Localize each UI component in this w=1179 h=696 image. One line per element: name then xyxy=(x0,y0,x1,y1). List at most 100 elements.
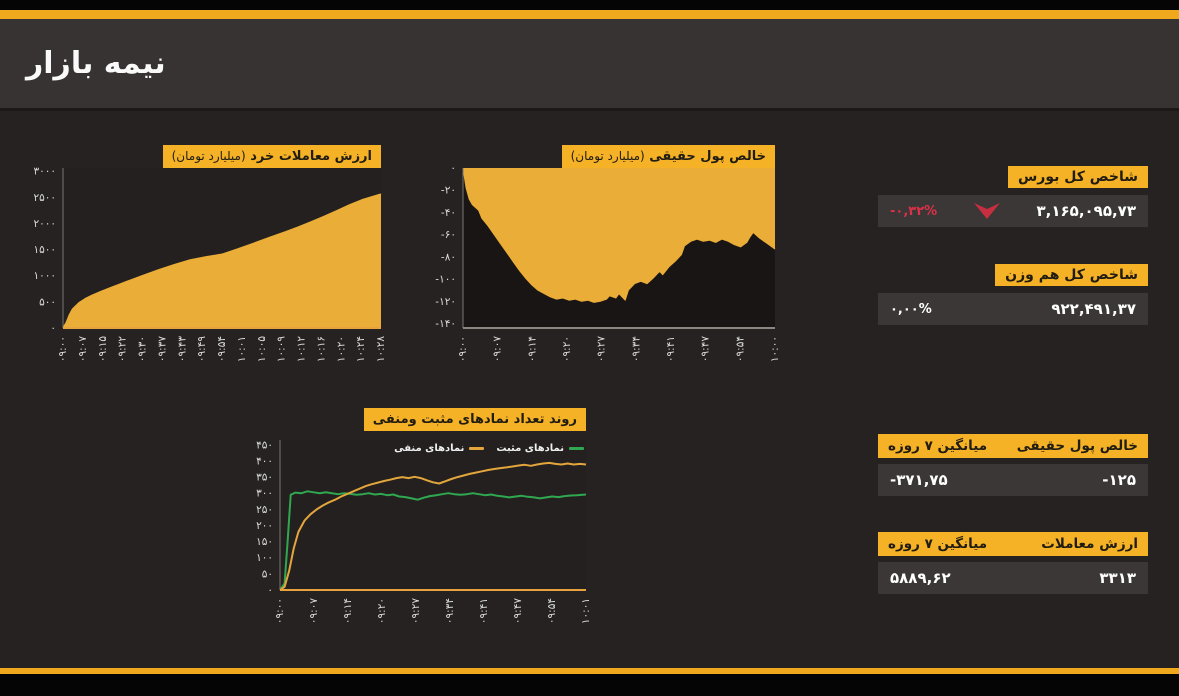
svg-text:۳۵۰: ۳۵۰ xyxy=(256,472,273,484)
svg-text:۲۰۰: ۲۰۰ xyxy=(256,520,273,532)
chart-title: خالص پول حقیقی xyxy=(649,149,766,164)
index-value: ۹۲۲,۴۹۱,۳۷ xyxy=(1051,300,1136,318)
svg-text:۰۹:۰۷: ۰۹:۰۷ xyxy=(308,598,320,624)
chart-canvas: ۰ ۵۰۰ ۱۰۰۰ ۱۵۰۰ ۲۰۰۰ ۲۵۰۰ ۳۰۰۰ ۰۹:۰۰ ۰۹:۰۷ ۰۹:۱۵ ۰… xyxy=(33,166,387,362)
svg-text:۱۰:۰۰: ۱۰:۰۰ xyxy=(769,336,781,362)
svg-text:۱۵۰: ۱۵۰ xyxy=(256,536,273,548)
svg-text:-۴۰: -۴۰ xyxy=(441,207,456,219)
svg-text:۴۰۰: ۴۰۰ xyxy=(256,456,273,468)
svg-text:۲۰۰۰: ۲۰۰۰ xyxy=(33,218,56,230)
chart-symbols-trend: روند تعداد نمادهای مثبت ومنفی ۰ ۵۰ ۱۰۰ ۱۵۰ ۲… xyxy=(246,405,598,650)
svg-text:۵۰: ۵۰ xyxy=(262,568,273,580)
svg-text:۰۹:۳۴: ۰۹:۳۴ xyxy=(630,336,642,362)
card-title: خالص پول حقیقی xyxy=(1016,438,1138,454)
card-value-bar: -۱۲۵ -۳۷۱,۷۵ xyxy=(878,464,1148,496)
svg-text:۱۰:۱۶: ۱۰:۱۶ xyxy=(315,336,327,362)
bottom-black-band xyxy=(0,674,1179,696)
svg-text:۰۹:۰۷: ۰۹:۰۷ xyxy=(492,336,504,362)
card-value-bar: ۳,۱۶۵,۰۹۵,۷۳ -۰,۳۲% xyxy=(878,195,1148,227)
svg-text:۰۹:۵۴: ۰۹:۵۴ xyxy=(546,598,558,624)
svg-text:۰۹:۲۷: ۰۹:۲۷ xyxy=(596,336,608,362)
card-value-bar: ۳۳۱۳ ۵۸۸۹,۶۲ xyxy=(878,562,1148,594)
legend-label: نمادهای منفی xyxy=(394,443,465,454)
svg-text:۰۹:۳۰: ۰۹:۳۰ xyxy=(137,336,149,362)
chart-title-badge: خالص پول حقیقی (میلیارد تومان) xyxy=(561,145,775,168)
svg-text:۱۰:۰۵: ۱۰:۰۵ xyxy=(256,336,268,362)
svg-text:۰۹:۰۰: ۰۹:۰۰ xyxy=(57,336,69,362)
chart-retail-trade-value: ارزش معاملات خرد (میلیارد تومان) ۰ ۵۰۰ ۱۰۰… xyxy=(30,140,392,390)
svg-text:۰: ۰ xyxy=(50,323,56,335)
svg-text:۱۰:۰۹: ۱۰:۰۹ xyxy=(276,336,288,362)
svg-text:۳۰۰: ۳۰۰ xyxy=(256,488,273,500)
svg-text:-۱۴۰: -۱۴۰ xyxy=(435,318,456,330)
svg-text:۱۰:۲۸: ۱۰:۲۸ xyxy=(375,336,387,362)
index-change: -۰,۳۲% xyxy=(890,203,938,219)
current-value: ۳۳۱۳ xyxy=(1099,569,1136,587)
svg-text:۰۹:۰۷: ۰۹:۰۷ xyxy=(77,336,89,362)
svg-text:۱۵۰۰: ۱۵۰۰ xyxy=(33,244,56,256)
current-value: -۱۲۵ xyxy=(1102,471,1136,489)
svg-text:۲۵۰: ۲۵۰ xyxy=(256,504,273,516)
svg-text:۱۰۰۰: ۱۰۰۰ xyxy=(33,270,56,282)
card-title: ارزش معاملات xyxy=(1041,536,1138,552)
card-net-real-money: خالص پول حقیقی میانگین ۷ روزه -۱۲۵ -۳۷۱,… xyxy=(878,434,1148,496)
svg-text:۱۰:۲۰: ۱۰:۲۰ xyxy=(335,336,347,362)
svg-text:۰۹:۰۰: ۰۹:۰۰ xyxy=(274,598,286,624)
svg-text:-۱۲۰: -۱۲۰ xyxy=(435,296,456,308)
svg-text:۰۹:۲۰: ۰۹:۲۰ xyxy=(376,598,388,624)
svg-text:-۸۰: -۸۰ xyxy=(441,251,456,263)
legend-label: نمادهای مثبت xyxy=(496,443,564,454)
card-header: خالص پول حقیقی میانگین ۷ روزه xyxy=(878,434,1148,458)
card-trade-value: ارزش معاملات میانگین ۷ روزه ۳۳۱۳ ۵۸۸۹,۶۲ xyxy=(878,532,1148,594)
svg-text:۰: ۰ xyxy=(450,166,456,175)
chart-legend: نمادهای مثبت نمادهای منفی xyxy=(394,443,584,454)
svg-text:۱۰:۲۴: ۱۰:۲۴ xyxy=(355,336,367,362)
chart-title-badge: روند تعداد نمادهای مثبت ومنفی xyxy=(363,408,586,431)
card-title-badge: شاخص کل بورس xyxy=(1007,166,1148,188)
chart-canvas: ۰ ۵۰ ۱۰۰ ۱۵۰ ۲۰۰ ۲۵۰ ۳۰۰ ۳۵۰ ۴۰۰ ۴۵۰ ۰۹:۰۰ ۰۹:۰۷ ۰۹:… xyxy=(256,439,592,624)
svg-text:۰۹:۴۱: ۰۹:۴۱ xyxy=(478,598,490,624)
svg-text:۱۰۰: ۱۰۰ xyxy=(256,552,273,564)
header-bar: نیمه بازار xyxy=(0,19,1179,111)
svg-text:۱۰:۰۱: ۱۰:۰۱ xyxy=(580,598,592,624)
legend-item-negative: نمادهای منفی xyxy=(394,443,485,454)
top-accent-stripe xyxy=(0,10,1179,19)
negative-line-swatch xyxy=(469,447,485,450)
top-black-band xyxy=(0,0,1179,10)
svg-text:۰۹:۰۰: ۰۹:۰۰ xyxy=(457,336,469,362)
svg-text:۰۹:۴۷: ۰۹:۴۷ xyxy=(700,336,712,362)
svg-text:۰۹:۲۷: ۰۹:۲۷ xyxy=(410,598,422,624)
index-value: ۳,۱۶۵,۰۹۵,۷۳ xyxy=(1036,202,1137,220)
index-change: ۰,۰۰% xyxy=(890,301,932,317)
chart-net-real-money: خالص پول حقیقی (میلیارد تومان) ۰ -۲۰ -۴۰ -۶… xyxy=(432,140,782,390)
svg-text:۰۹:۱۵: ۰۹:۱۵ xyxy=(97,336,109,362)
svg-text:۰۹:۳۷: ۰۹:۳۷ xyxy=(156,336,168,362)
svg-text:۳۰۰۰: ۳۰۰۰ xyxy=(33,166,56,178)
legend-item-positive: نمادهای مثبت xyxy=(496,443,584,454)
svg-text:۰۹:۵۴: ۰۹:۵۴ xyxy=(216,336,228,362)
svg-text:۱۰:۱۲: ۱۰:۱۲ xyxy=(296,336,308,362)
card-total-index: شاخص کل بورس ۳,۱۶۵,۰۹۵,۷۳ -۰,۳۲% xyxy=(878,166,1148,227)
average-value: ۵۸۸۹,۶۲ xyxy=(890,569,951,587)
svg-text:۰۹:۵۴: ۰۹:۵۴ xyxy=(734,336,746,362)
card-subtitle: میانگین ۷ روزه xyxy=(888,536,988,552)
svg-text:۰۹:۴۳: ۰۹:۴۳ xyxy=(176,336,188,362)
svg-text:۰۹:۱۴: ۰۹:۱۴ xyxy=(342,598,354,624)
chart-title: روند تعداد نمادهای مثبت ومنفی xyxy=(372,412,577,427)
svg-text:۰۹:۲۲: ۰۹:۲۲ xyxy=(117,336,129,362)
page-title: نیمه بازار xyxy=(26,46,166,81)
chart-title-unit: (میلیارد تومان) xyxy=(171,149,246,163)
card-subtitle: میانگین ۷ روزه xyxy=(888,438,988,454)
svg-text:۰۹:۴۱: ۰۹:۴۱ xyxy=(665,336,677,362)
card-header: ارزش معاملات میانگین ۷ روزه xyxy=(878,532,1148,556)
svg-text:۰: ۰ xyxy=(267,585,273,597)
svg-text:۰۹:۲۰: ۰۹:۲۰ xyxy=(561,336,573,362)
chart-title-unit: (میلیارد تومان) xyxy=(570,149,645,163)
positive-line-swatch xyxy=(569,447,584,450)
average-value: -۳۷۱,۷۵ xyxy=(890,471,948,489)
svg-text:۵۰۰: ۵۰۰ xyxy=(39,296,56,308)
svg-text:-۶۰: -۶۰ xyxy=(441,229,456,241)
svg-text:۰۹:۴۹: ۰۹:۴۹ xyxy=(196,336,208,362)
card-title-badge: شاخص کل هم وزن xyxy=(995,264,1148,286)
chart-title-badge: ارزش معاملات خرد (میلیارد تومان) xyxy=(162,145,381,168)
